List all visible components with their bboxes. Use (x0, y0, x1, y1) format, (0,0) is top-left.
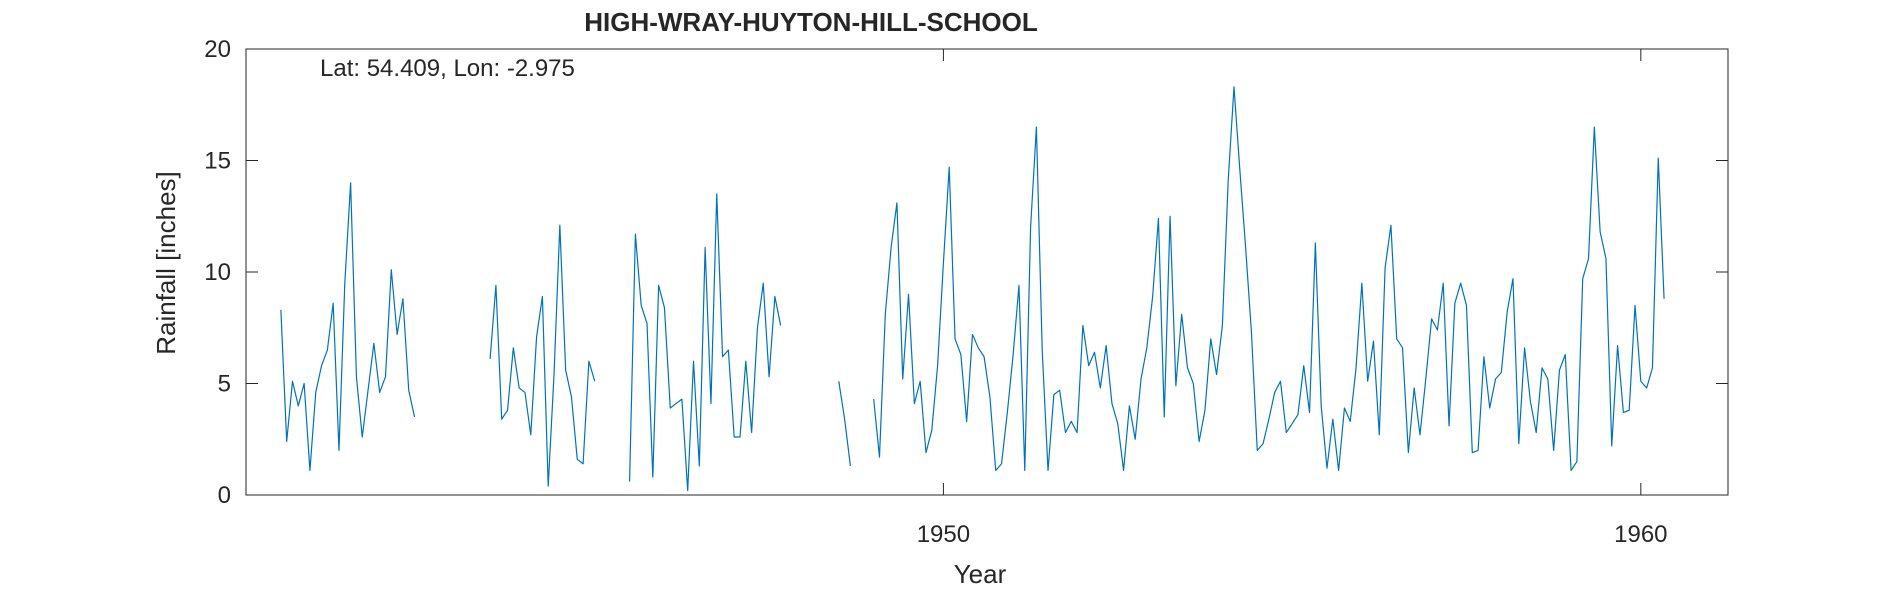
y-tick-label: 15 (204, 148, 231, 175)
rainfall-series-line (628, 193, 782, 492)
chart-title: HIGH-WRAY-HUYTON-HILL-SCHOOL (584, 7, 1038, 37)
y-axis-label: Rainfall [inches] (151, 171, 181, 355)
y-tick-label: 5 (218, 371, 231, 398)
rainfall-series-line (280, 182, 416, 472)
y-tick-label: 20 (204, 36, 231, 63)
axes-box (245, 48, 1729, 496)
plot-area: 0 5 10 15 20 1950 1960 (204, 36, 1729, 548)
station-coordinates: Lat: 54.409, Lon: -2.975 (320, 55, 575, 82)
y-tick-label: 0 (218, 482, 231, 509)
x-tick-label: 1960 (1614, 521, 1667, 548)
y-tick-label: 10 (204, 259, 231, 286)
rainfall-series-line (489, 224, 596, 487)
rainfall-series-line (873, 86, 1665, 472)
x-axis-label: Year (954, 559, 1007, 589)
rainfall-series-line (838, 381, 852, 467)
x-tick-label: 1950 (917, 521, 970, 548)
